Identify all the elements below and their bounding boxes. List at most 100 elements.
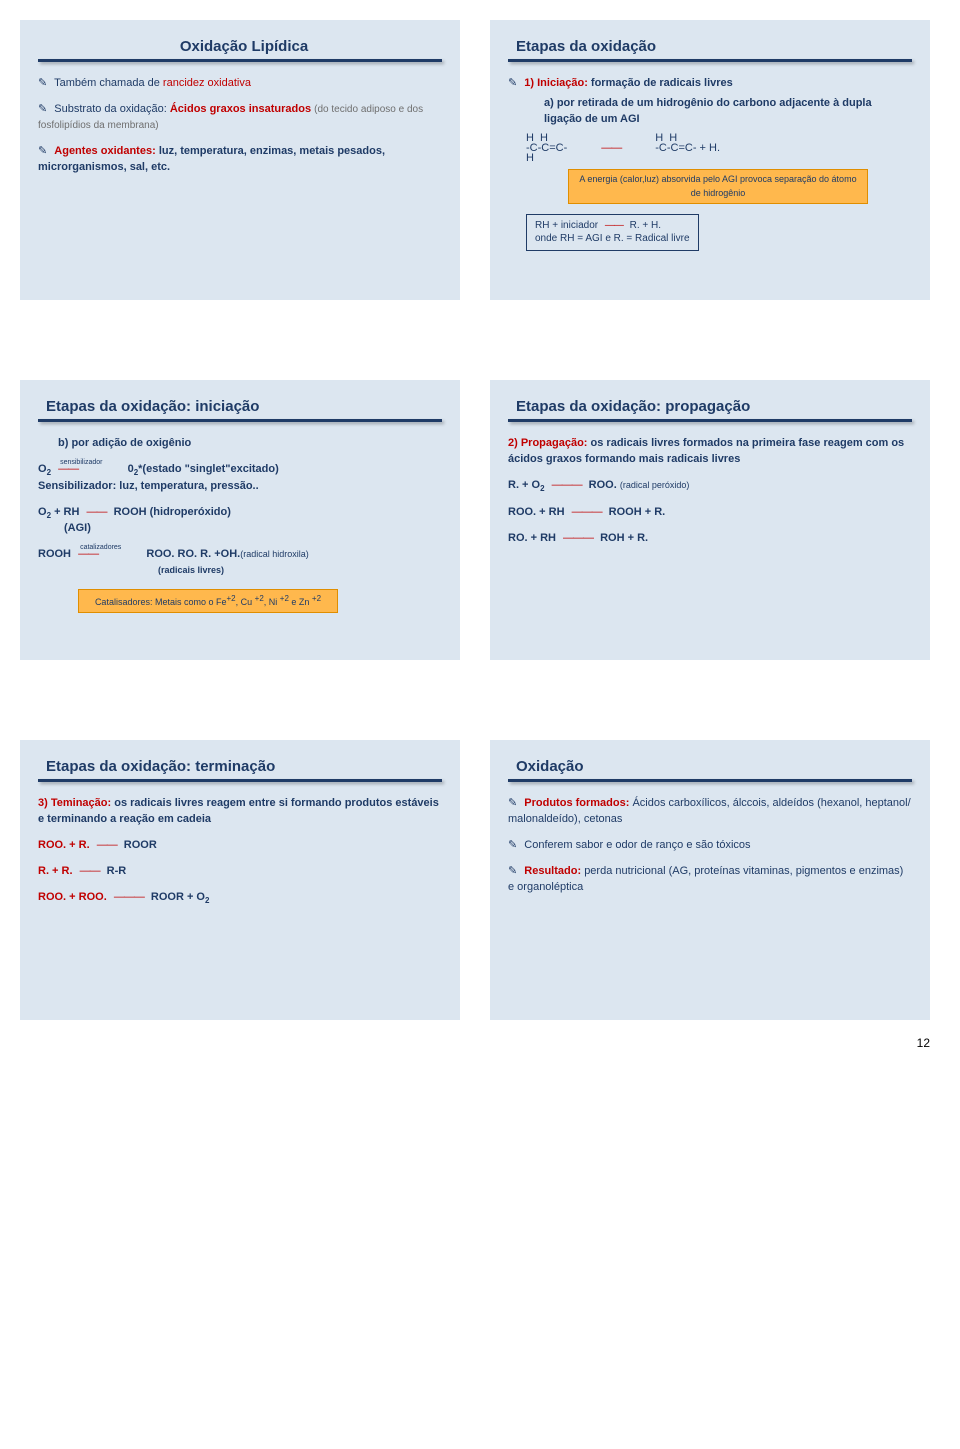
products-note: (radicais livres) [158,565,224,575]
check-icon: ✎ [38,103,47,115]
check-icon: ✎ [508,77,517,89]
lhs: R. + R. [38,865,73,877]
reaction-line: ROOH ――catalizadores ROO. RO. R. +OH.(ra… [38,547,442,579]
highlighted-term: Ácidos graxos insaturados [170,103,314,115]
reaction-line: R. + R. ―― R-R [38,864,442,880]
note: Sensibilizador: luz, temperatura, pressã… [38,480,259,492]
lhs: ROO. + R. [38,839,90,851]
cat-sep: , Cu [236,597,255,607]
reagent: O [38,506,47,518]
step-label: 3) Teminação: [38,797,114,809]
arrow-icon: ――― [568,505,606,521]
reaction-line: ROO. + RH ――― ROOH + R. [508,505,912,521]
rhs: R-R [107,865,127,877]
slide-content: 3) Teminação: os radicais livres reagem … [38,796,442,907]
check-icon: ✎ [508,797,517,809]
chem-bot: H [526,154,567,164]
arrow-icon: ――― [548,478,586,494]
slide-row: Oxidação Lipídica ✎ Também chamada de ra… [20,20,940,300]
arrow-icon: ―― [76,864,104,880]
legend: onde RH = AGI e R. = Radical livre [535,233,690,244]
chem-mid: -C-C=C- + H. [655,144,720,154]
product: ROOH (hidroperóxido) [114,506,231,518]
arrow-icon: ―― [601,219,627,233]
text: formação de radicais livres [591,77,733,89]
slide-title: Etapas da oxidação: propagação [516,398,912,415]
label: Resultado: [524,865,584,877]
step-label: 1) Iniciação: [524,77,591,89]
slide-terminacao: Etapas da oxidação: terminação 3) Temina… [20,740,460,1020]
slide-oxidacao-resultado: Oxidação ✎ Produtos formados: Ácidos car… [490,740,930,1020]
reagent: O [38,463,47,475]
subpoint: b) por adição de oxigênio [58,437,191,449]
arrow-label: catalizadores [80,544,121,551]
text: Substrato da oxidação: [54,103,170,115]
arrow-icon: ―― [93,838,121,854]
rhs: ROOR [124,839,157,851]
title-underline [508,59,912,62]
title-underline [38,419,442,422]
reaction-line: ROO. + R. ―― ROOR [38,838,442,854]
highlighted-term: rancidez oxidativa [163,77,251,89]
catalyst-note: Catalisadores: Metais como o Fe+2, Cu +2… [78,589,338,613]
chemical-structure: H H -C-C=C- H ―― H H -C-C=C- + H. [526,134,912,164]
slide-title: Etapas da oxidação: terminação [46,758,442,775]
lhs: ROO. + ROO. [38,891,107,903]
slide-iniciacao: Etapas da oxidação: iniciação b) por adi… [20,380,460,660]
check-icon: ✎ [38,145,47,157]
energy-note: A energia (calor,luz) absorvida pelo AGI… [568,169,868,203]
slide-etapas: Etapas da oxidação ✎ 1) Iniciação: forma… [490,20,930,300]
reaction-line: RO. + RH ――― ROH + R. [508,531,912,547]
title-underline [38,779,442,782]
slide-content: ✎ 1) Iniciação: formação de radicais liv… [508,76,912,251]
slide-title: Oxidação Lipídica [46,38,442,55]
arrow-label: sensibilizador [60,459,102,466]
rhs: ROH + R. [600,532,648,544]
slide-row: Etapas da oxidação: terminação 3) Temina… [20,740,940,1020]
check-icon: ✎ [508,839,517,851]
slide-content: ✎ Produtos formados: Ácidos carboxílicos… [508,796,912,896]
cat-sep: , Ni [264,597,280,607]
check-icon: ✎ [38,77,47,89]
products: ROO. RO. R. +OH. [146,548,240,560]
arrow-icon: ――― [110,890,148,906]
page-number: 12 [917,1036,930,1050]
slide-row: Etapas da oxidação: iniciação b) por adi… [20,380,940,660]
slide-lipid-oxidation: Oxidação Lipídica ✎ Também chamada de ra… [20,20,460,300]
reaction-line: ROO. + ROO. ――― ROOR + O2 [38,890,442,907]
subpoint: a) por retirada de um hidrogênio do carb… [544,97,872,125]
text: Também chamada de [54,77,163,89]
reagent: ROOH [38,548,71,560]
rhs: ROO. [589,479,620,491]
product-note: *(estado "singlet"excitado) [138,463,279,475]
slide-title: Etapas da oxidação: iniciação [46,398,442,415]
slide-content: b) por adição de oxigênio O2 ――sensibili… [38,436,442,613]
slide-propagacao: Etapas da oxidação: propagação 2) Propag… [490,380,930,660]
reaction-box: RH + iniciador ―― R. + H. onde RH = AGI … [526,214,699,251]
reagent2: + RH [51,506,79,518]
arrow-icon: ―― [83,505,111,521]
lhs: RH + iniciador [535,220,598,231]
lhs: ROO. + RH [508,506,565,518]
title-underline [508,419,912,422]
label: Produtos formados: [524,797,632,809]
cat-sep: e Zn [289,597,312,607]
step-label: 2) Propagação: [508,437,591,449]
reaction-line: O2 ――sensibilizador 02*(estado "singlet"… [38,462,442,495]
rhs: ROOH + R. [609,506,666,518]
cat-text: Catalisadores: Metais como o Fe [95,597,227,607]
text: Conferem sabor e odor de ranço e são tóx… [524,839,750,851]
lhs: RO. + RH [508,532,556,544]
reaction-line: O2 + RH ―― ROOH (hidroperóxido) (AGI) [38,505,442,538]
slide-content: ✎ Também chamada de rancidez oxidativa ✎… [38,76,442,176]
arrow-icon: ―― [597,141,625,157]
rhs: R. + H. [630,220,661,231]
slide-content: 2) Propagação: os radicais livres formad… [508,436,912,547]
slide-title: Etapas da oxidação [516,38,912,55]
rhs: ROOR + O [151,891,205,903]
title-underline [508,779,912,782]
check-icon: ✎ [508,865,517,877]
highlighted-term: Agentes oxidantes: [54,145,159,157]
slide-title: Oxidação [516,758,912,775]
arrow-icon: ――― [559,531,597,547]
